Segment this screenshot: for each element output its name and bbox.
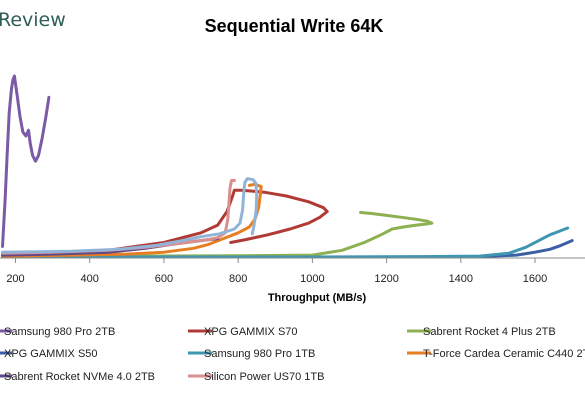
series-line-9 <box>1 177 259 254</box>
chart-title: Sequential Write 64K <box>205 16 384 36</box>
series-line-3 <box>125 211 434 258</box>
series-line-8 <box>1 179 236 255</box>
legend-label: Silicon Power US70 1TB <box>204 371 324 383</box>
x-tick-label: 400 <box>81 273 99 285</box>
legend-label: Sabrent Rocket NVMe 4.0 2TB <box>4 371 155 383</box>
x-axis-ticks: 200 400 600 800 1000 1200 1400 1600 <box>6 258 547 285</box>
brand-logo-text: Review <box>0 9 66 31</box>
x-tick-label: 600 <box>155 273 173 285</box>
x-tick-label: 200 <box>6 273 24 285</box>
x-tick-label: 1400 <box>449 273 473 285</box>
legend-label: Samsung 980 Pro 2TB <box>4 326 115 338</box>
legend-label: Sabrent Rocket 4 Plus 2TB <box>423 326 556 338</box>
legend-label: XPG GAMMIX S70 <box>204 326 298 338</box>
series-line-5 <box>1 226 570 258</box>
x-tick-label: 800 <box>229 273 247 285</box>
legend-label: T-Force Cardea Ceramic C440 2TB <box>423 348 585 360</box>
legend-label: XPG GAMMIX S50 <box>4 348 98 360</box>
series-line-4 <box>385 239 574 258</box>
x-tick-label: 1000 <box>300 273 324 285</box>
x-axis-label: Throughput (MB/s) <box>268 292 367 304</box>
series-line-1 <box>1 74 51 248</box>
series-line-2 <box>1 188 329 257</box>
series-line-6 <box>1 182 263 258</box>
legend-label: Samsung 980 Pro 1TB <box>204 348 315 360</box>
x-tick-label: 1600 <box>523 273 547 285</box>
plot-area <box>1 74 574 258</box>
x-tick-label: 1200 <box>374 273 398 285</box>
legend: Samsung 980 Pro 2TB XPG GAMMIX S70 Sabrent… <box>0 326 585 383</box>
